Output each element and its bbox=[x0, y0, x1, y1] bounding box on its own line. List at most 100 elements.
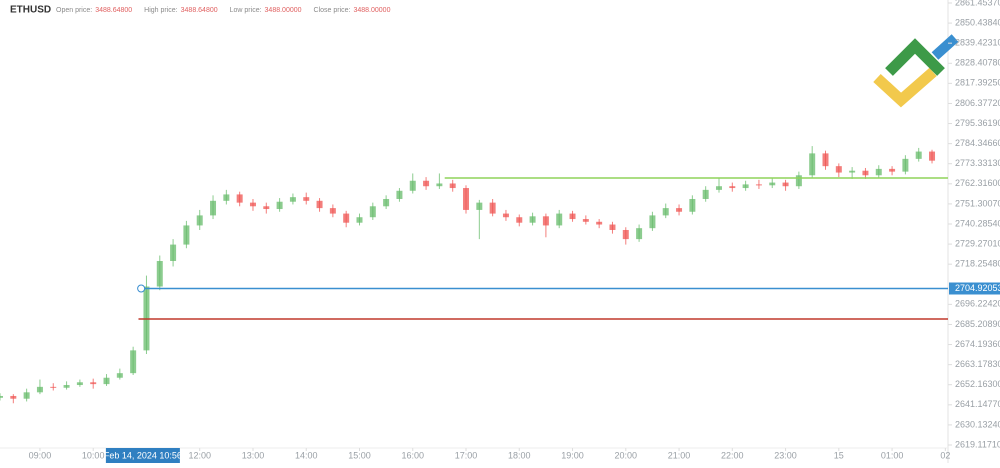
candle-body bbox=[223, 194, 230, 201]
info-value: 3488.00000 bbox=[265, 7, 302, 14]
candle-body bbox=[263, 206, 270, 210]
x-tick-label: 21:00 bbox=[668, 450, 691, 460]
candle-body bbox=[622, 229, 629, 240]
y-tick-label: 2751.30070 bbox=[955, 198, 1000, 208]
y-tick-label: 2784.34660 bbox=[955, 138, 1000, 148]
candle-body bbox=[130, 350, 137, 374]
candle-body bbox=[356, 217, 363, 223]
y-tick-label: 2828.40780 bbox=[955, 58, 1000, 68]
candle-body bbox=[529, 216, 536, 223]
candle-body bbox=[0, 395, 3, 398]
candle-body bbox=[90, 382, 97, 385]
candle-body bbox=[329, 208, 336, 214]
candle-body bbox=[423, 180, 430, 187]
candle-body bbox=[116, 373, 123, 378]
candle-body bbox=[662, 208, 669, 216]
x-tick-label: 18:00 bbox=[508, 450, 531, 460]
info-value: 3488.64800 bbox=[181, 7, 218, 14]
price-label: 2704.92053 bbox=[955, 283, 1000, 293]
candle-body bbox=[236, 194, 243, 203]
x-tick-label: 20:00 bbox=[615, 450, 638, 460]
info-value: 3488.64800 bbox=[95, 7, 132, 14]
candle-body bbox=[516, 217, 523, 223]
candle-body bbox=[383, 198, 390, 207]
candle-body bbox=[636, 228, 643, 240]
candle-body bbox=[502, 213, 509, 218]
logo bbox=[873, 34, 959, 108]
candle-body bbox=[556, 213, 563, 226]
y-tick-label: 2652.16300 bbox=[955, 379, 1000, 389]
y-tick-label: 2861.45370 bbox=[955, 0, 1000, 7]
candle-body bbox=[343, 213, 350, 223]
candle-body bbox=[409, 180, 416, 191]
x-tick-label: 19:00 bbox=[561, 450, 584, 460]
candle-body bbox=[210, 200, 217, 216]
candle-body bbox=[10, 395, 17, 399]
candle-body bbox=[76, 382, 83, 386]
crosshair-label: Feb 14, 2024 10:56 bbox=[104, 450, 182, 460]
candle-body bbox=[889, 168, 896, 172]
candle-body bbox=[249, 202, 256, 207]
candle-body bbox=[103, 377, 110, 385]
candle-body bbox=[170, 244, 177, 261]
candle-body bbox=[316, 200, 323, 209]
x-tick-label: 09:00 bbox=[29, 450, 52, 460]
y-tick-label: 2674.19360 bbox=[955, 339, 1000, 349]
y-tick-label: 2795.36190 bbox=[955, 118, 1000, 128]
y-tick-label: 2696.22420 bbox=[955, 299, 1000, 309]
info-label: Low price: bbox=[230, 7, 262, 14]
candle-body bbox=[609, 224, 616, 230]
info-label: High price: bbox=[144, 7, 178, 14]
candle-body bbox=[396, 190, 403, 199]
candle-body bbox=[276, 201, 283, 210]
candle-body bbox=[476, 202, 483, 210]
candle-body bbox=[822, 153, 829, 167]
y-tick-label: 2619.11710 bbox=[955, 439, 1000, 449]
symbol: ETHUSD bbox=[10, 5, 51, 16]
x-tick-label: 10:00 bbox=[82, 450, 105, 460]
y-tick-label: 2685.20890 bbox=[955, 319, 1000, 329]
candle-body bbox=[929, 151, 936, 161]
candle-body bbox=[729, 186, 736, 189]
candle-body bbox=[795, 175, 802, 187]
y-tick-label: 2762.31600 bbox=[955, 178, 1000, 188]
candle-body bbox=[156, 260, 163, 287]
x-tick-label: 16:00 bbox=[401, 450, 424, 460]
candle-body bbox=[369, 206, 376, 218]
x-tick-label: 15:00 bbox=[348, 450, 371, 460]
y-tick-label: 2839.42310 bbox=[955, 38, 1000, 48]
x-tick-label: 01:00 bbox=[881, 450, 904, 460]
candle-body bbox=[676, 208, 683, 212]
candle-body bbox=[849, 170, 856, 173]
candle-body bbox=[36, 386, 43, 393]
y-tick-label: 2663.17830 bbox=[955, 359, 1000, 369]
y-tick-label: 2817.39250 bbox=[955, 78, 1000, 88]
candle-body bbox=[489, 202, 496, 214]
candle-body bbox=[689, 198, 696, 212]
candle-body bbox=[782, 182, 789, 187]
x-tick-label: 02 bbox=[940, 450, 950, 460]
candle-body bbox=[542, 216, 549, 226]
candle-body bbox=[875, 168, 882, 176]
candle-body bbox=[463, 188, 470, 210]
y-tick-label: 2641.14770 bbox=[955, 399, 1000, 409]
candle-body bbox=[835, 166, 842, 173]
y-tick-label: 2850.43840 bbox=[955, 17, 1000, 27]
y-tick-label: 2729.27010 bbox=[955, 238, 1000, 248]
candle-body bbox=[303, 197, 310, 201]
candle-body bbox=[196, 215, 203, 226]
x-tick-label: 23:00 bbox=[774, 450, 797, 460]
x-tick-label: 15 bbox=[834, 450, 844, 460]
candle-body bbox=[289, 197, 296, 202]
candle-body bbox=[769, 182, 776, 186]
candle-body bbox=[715, 186, 722, 190]
candle-body bbox=[809, 153, 816, 176]
level-anchor bbox=[137, 284, 146, 293]
y-tick-label: 2806.37720 bbox=[955, 98, 1000, 108]
candle-body bbox=[862, 170, 869, 176]
candle-body bbox=[915, 151, 922, 159]
x-tick-label: 12:00 bbox=[188, 450, 211, 460]
candle-body bbox=[63, 385, 70, 388]
